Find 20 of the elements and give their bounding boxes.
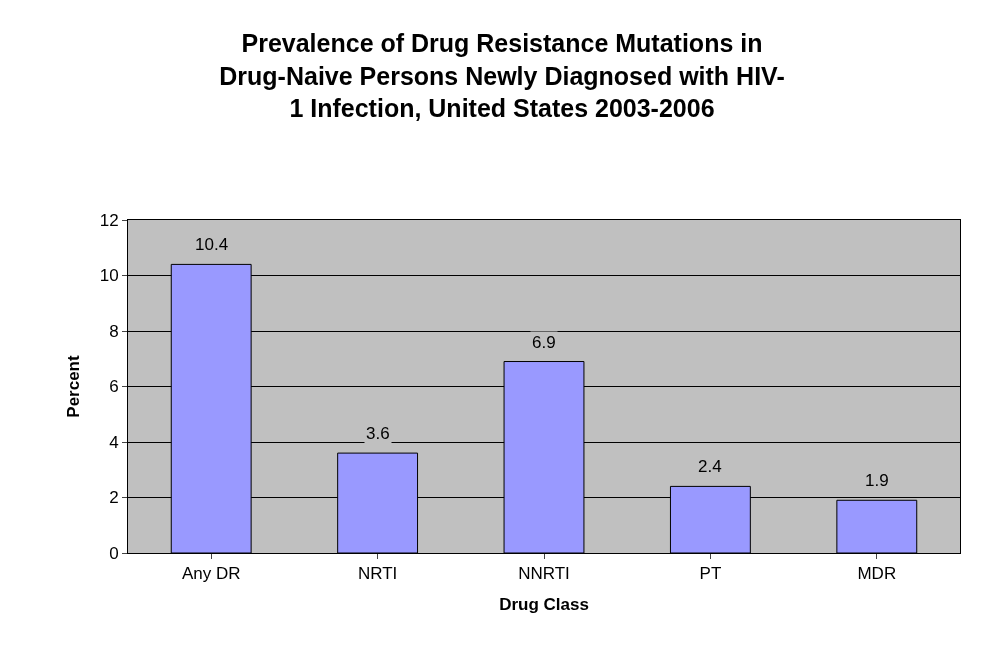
y-axis-title: Percent xyxy=(64,354,84,418)
y-tick-label: 0 xyxy=(109,543,119,563)
y-tick-label: 10 xyxy=(99,266,119,286)
y-tick-label: 6 xyxy=(109,377,119,397)
chart-title: Prevalence of Drug Resistance Mutations in Drug-Naive Persons Newly Diagnosed with HIV- 1 Infection, United States 2003-2006 xyxy=(219,29,785,122)
data-label: 6.9 xyxy=(532,333,556,352)
y-tick-label: 12 xyxy=(99,210,119,230)
data-label: 2.4 xyxy=(698,457,722,476)
x-tick-label: NNRTI xyxy=(518,564,570,584)
x-tick-label: Any DR xyxy=(181,564,241,584)
y-tick-label: 4 xyxy=(109,432,119,452)
data-label: 1.9 xyxy=(865,471,889,490)
x-axis-title: Drug Class xyxy=(499,594,589,614)
y-tick-label: 2 xyxy=(109,488,119,508)
data-label: 10.4 xyxy=(195,235,229,254)
x-tick-label: NRTI xyxy=(357,564,398,584)
data-label: 3.6 xyxy=(366,424,390,443)
y-tick-label: 8 xyxy=(109,321,119,341)
x-tick-label: PT xyxy=(699,564,722,584)
x-tick-label: MDR xyxy=(857,564,897,584)
